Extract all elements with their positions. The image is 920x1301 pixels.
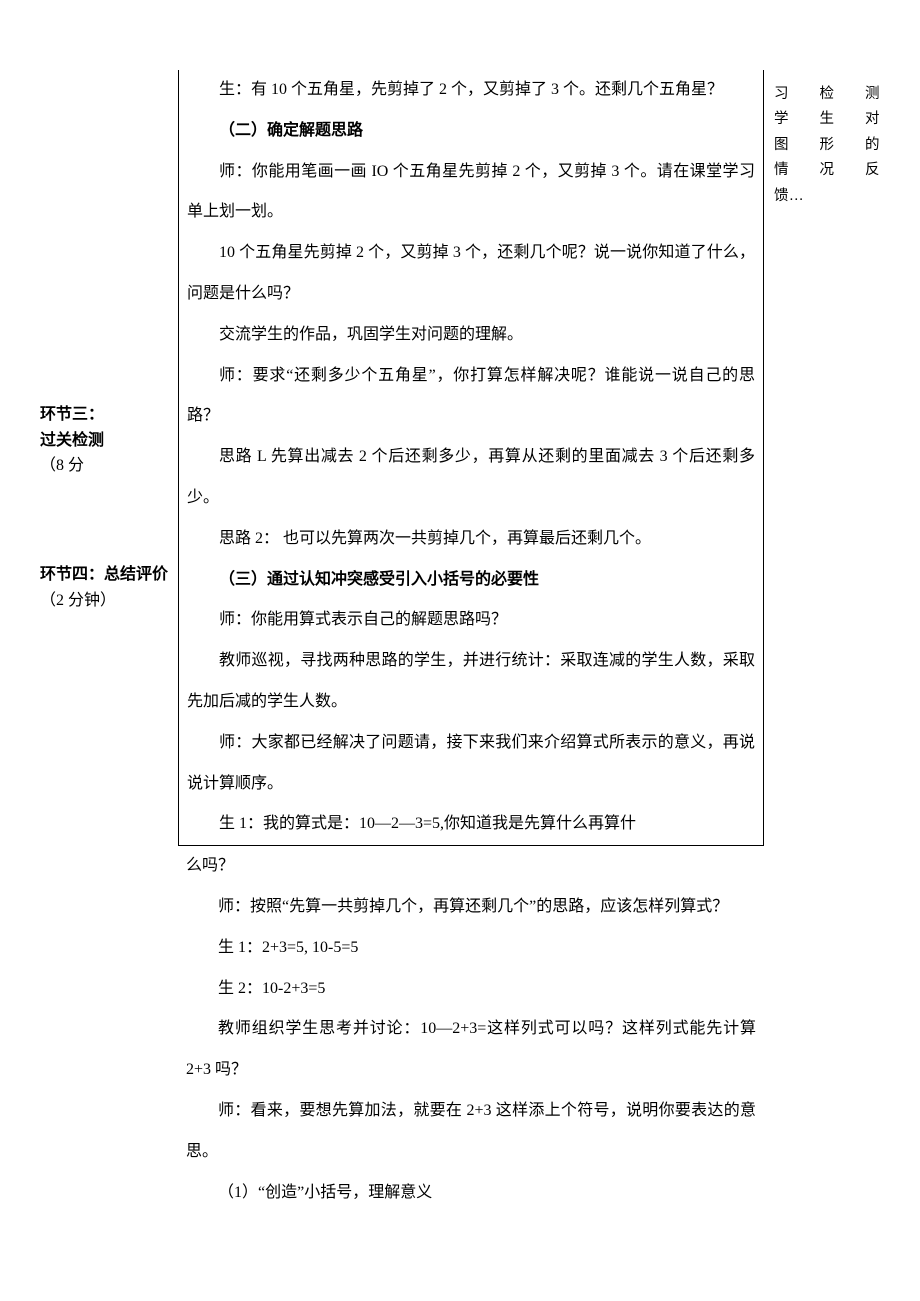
label3-subtitle: 过关检测 [40, 428, 170, 454]
paragraph: 思路 L 先算出减去 2 个后还剩多少，再算从还剩的里面减去 3 个后还剩多少。 [187, 437, 755, 519]
subheading-2: （二）确定解题思路 [187, 111, 755, 152]
bordered-content: 生：有 10 个五角星，先剪掉了 2 个，又剪掉了 3 个。还剩几个五角星？ （… [178, 70, 764, 846]
right-note: 习 检 测 学 生 对 图 形 的 情 况 反 馈… [774, 82, 880, 209]
right-line: 馈… [774, 184, 880, 209]
paragraph: 生 1：2+3=5, 10-5=5 [186, 928, 756, 969]
right-line: 学 生 对 [774, 107, 880, 132]
label4-title: 环节四：总结评价 [40, 562, 170, 588]
page-root: 环节三： 过关检测 （8 分 环节四：总结评价 （2 分钟） 生：有 10 个五… [40, 70, 880, 1213]
paragraph: 师：你能用笔画一画 IO 个五角星先剪掉 2 个，又剪掉 3 个。请在课堂学习单… [187, 152, 755, 234]
section-label-3: 环节三： 过关检测 （8 分 [40, 402, 170, 479]
paragraph: 师：看来，要想先算加法，就要在 2+3 这样添上个符号，说明你要表达的意思。 [186, 1091, 756, 1173]
paragraph: 生：有 10 个五角星，先剪掉了 2 个，又剪掉了 3 个。还剩几个五角星？ [187, 70, 755, 111]
label3-title: 环节三： [40, 402, 170, 428]
paragraph: 师：要求“还剩多少个五角星”，你打算怎样解决呢？谁能说一说自己的思路？ [187, 356, 755, 438]
label3-time: （8 分 [40, 453, 170, 479]
paragraph: 教师组织学生思考并讨论：10—2+3=这样列式可以吗？这样列式能先计算 2+3 … [186, 1009, 756, 1091]
right-column: 习 检 测 学 生 对 图 形 的 情 况 反 馈… [764, 70, 880, 1213]
paragraph: 交流学生的作品，巩固学生对问题的理解。 [187, 315, 755, 356]
label4-time: （2 分钟） [40, 588, 170, 614]
unboxed-content: 么吗？ 师：按照“先算一共剪掉几个，再算还剩几个”的思路，应该怎样列算式？ 生 … [178, 846, 764, 1213]
paragraph: 10 个五角星先剪掉 2 个，又剪掉 3 个，还剩几个呢？说一说你知道了什么，问… [187, 233, 755, 315]
paragraph: 师：大家都已经解决了问题请，接下来我们来介绍算式所表示的意义，再说说计算顺序。 [187, 723, 755, 805]
paragraph: 生 2：10-2+3=5 [186, 969, 756, 1010]
left-column: 环节三： 过关检测 （8 分 环节四：总结评价 （2 分钟） [40, 70, 178, 1213]
middle-column: 生：有 10 个五角星，先剪掉了 2 个，又剪掉了 3 个。还剩几个五角星？ （… [178, 70, 764, 1213]
paragraph: 师：你能用算式表示自己的解题思路吗？ [187, 600, 755, 641]
paragraph: （1）“创造”小括号，理解意义 [186, 1173, 756, 1214]
paragraph: 教师巡视，寻找两种思路的学生，并进行统计：采取连减的学生人数，采取先加后减的学生… [187, 641, 755, 723]
subheading-3: （三）通过认知冲突感受引入小括号的必要性 [187, 560, 755, 601]
paragraph: 思路 2： 也可以先算两次一共剪掉几个，再算最后还剩几个。 [187, 519, 755, 560]
paragraph: 师：按照“先算一共剪掉几个，再算还剩几个”的思路，应该怎样列算式？ [186, 887, 756, 928]
section-label-4: 环节四：总结评价 （2 分钟） [40, 562, 170, 613]
paragraph: 么吗？ [186, 846, 756, 887]
right-line: 图 形 的 [774, 133, 880, 158]
right-line: 情 况 反 [774, 158, 880, 183]
right-line: 习 检 测 [774, 82, 880, 107]
paragraph: 生 1：我的算式是：10—2—3=5,你知道我是先算什么再算什 [187, 804, 755, 845]
